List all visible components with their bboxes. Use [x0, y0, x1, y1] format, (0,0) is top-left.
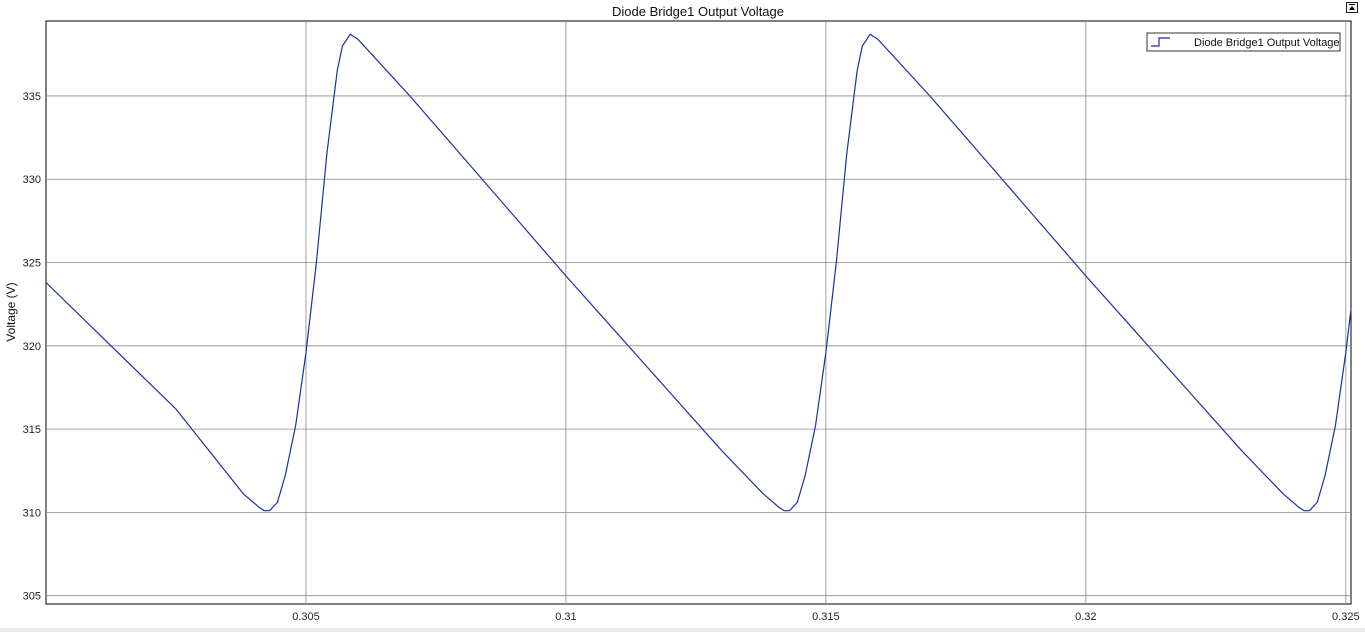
legend[interactable]: Diode Bridge1 Output Voltage: [1146, 32, 1341, 52]
plot-area[interactable]: [45, 20, 1352, 605]
y-tick-label: 335: [23, 91, 41, 103]
legend-entry-label: Diode Bridge1 Output Voltage: [1194, 37, 1340, 49]
y-tick-label: 325: [23, 258, 41, 270]
series-lines: [45, 33, 1352, 512]
y-axis-label: Voltage (V): [4, 282, 18, 341]
x-tick-label: 0.325: [1332, 611, 1360, 623]
x-tick-labels: 0.305 0.31 0.315 0.32 0.325: [292, 611, 1359, 623]
x-tick-label: 0.315: [812, 611, 840, 623]
y-tick-label: 315: [23, 424, 41, 436]
y-tick-label: 320: [23, 341, 41, 353]
dock-bar-glyph: [1349, 4, 1355, 5]
series-line-diode-bridge-output: [45, 33, 1352, 512]
x-tick-label: 0.305: [292, 611, 320, 623]
y-tick-labels: 305 310 315 320 325 330 335: [23, 91, 41, 603]
x-tick-label: 0.32: [1075, 611, 1096, 623]
y-tick-label: 310: [23, 507, 41, 519]
status-strip: [0, 628, 1365, 632]
dock-arrow-glyph: [1349, 6, 1355, 10]
y-tick-label: 305: [23, 591, 41, 603]
y-tick-label: 330: [23, 174, 41, 186]
chart-title: Diode Bridge1 Output Voltage: [612, 4, 784, 19]
x-tick-label: 0.31: [555, 611, 576, 623]
legend-line-swatch: [1151, 37, 1170, 47]
dock-undock-icon[interactable]: [1346, 2, 1358, 13]
grid: [46, 21, 1351, 604]
legend-box: [1146, 32, 1341, 52]
